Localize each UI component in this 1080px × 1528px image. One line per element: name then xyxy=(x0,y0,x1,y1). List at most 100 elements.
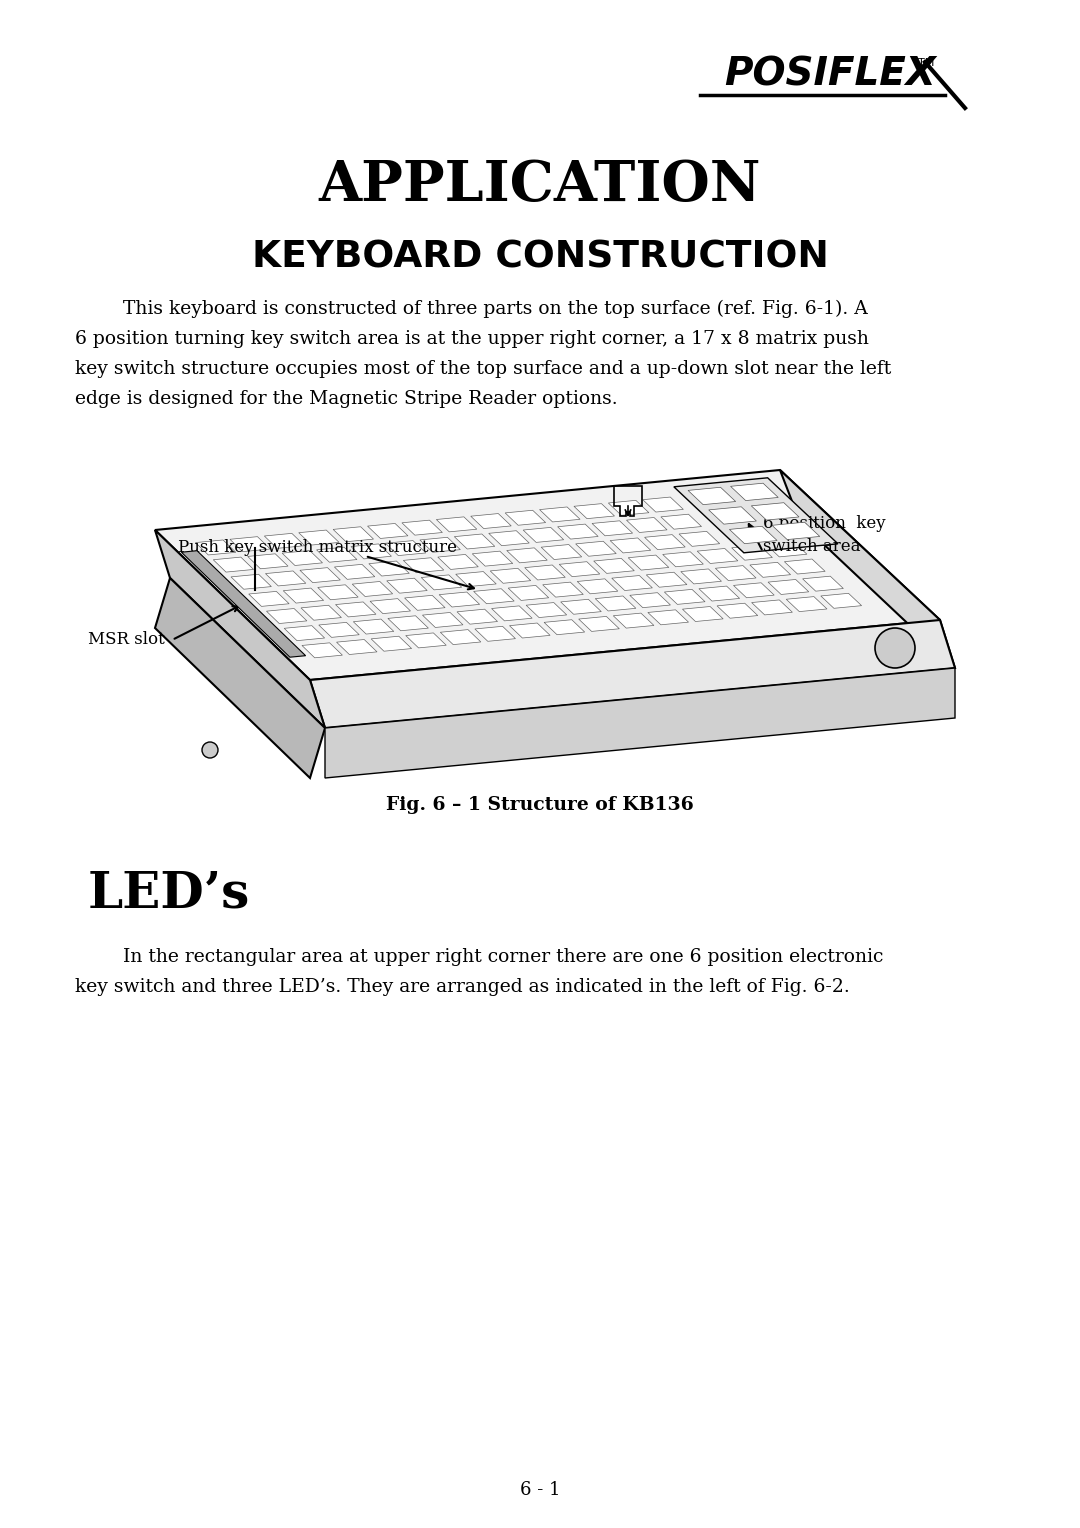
Polygon shape xyxy=(437,555,478,570)
Polygon shape xyxy=(403,558,444,573)
Polygon shape xyxy=(386,541,426,556)
Polygon shape xyxy=(474,588,514,604)
Text: LED’s: LED’s xyxy=(87,869,251,918)
Polygon shape xyxy=(351,544,391,559)
Polygon shape xyxy=(648,610,689,625)
Polygon shape xyxy=(325,668,955,778)
Polygon shape xyxy=(156,530,325,727)
Polygon shape xyxy=(577,579,618,594)
Text: KEYBOARD CONSTRUCTION: KEYBOARD CONSTRUCTION xyxy=(252,240,828,277)
Polygon shape xyxy=(683,607,724,622)
Polygon shape xyxy=(752,503,799,520)
Text: In the rectangular area at upper right corner there are one 6 position electroni: In the rectangular area at upper right c… xyxy=(75,947,883,996)
Polygon shape xyxy=(402,520,443,535)
Polygon shape xyxy=(821,593,862,608)
Polygon shape xyxy=(181,550,306,657)
Text: Fig. 6 – 1 Structure of KB136: Fig. 6 – 1 Structure of KB136 xyxy=(387,796,693,814)
Polygon shape xyxy=(613,613,653,628)
Polygon shape xyxy=(768,579,809,594)
Text: 6 - 1: 6 - 1 xyxy=(519,1481,561,1499)
Polygon shape xyxy=(405,596,445,610)
Polygon shape xyxy=(372,636,411,651)
Polygon shape xyxy=(645,535,685,550)
Polygon shape xyxy=(490,568,530,584)
Polygon shape xyxy=(156,471,940,680)
Polygon shape xyxy=(302,643,342,657)
Polygon shape xyxy=(301,605,341,620)
Polygon shape xyxy=(561,599,602,614)
Polygon shape xyxy=(679,532,719,547)
Polygon shape xyxy=(333,527,374,542)
Polygon shape xyxy=(282,550,323,565)
Polygon shape xyxy=(772,523,820,539)
Text: POSIFLEX: POSIFLEX xyxy=(724,57,936,95)
Polygon shape xyxy=(369,561,409,576)
Text: 6 position  key
switch area: 6 position key switch area xyxy=(762,515,886,555)
Polygon shape xyxy=(475,626,515,642)
Polygon shape xyxy=(299,530,339,545)
Polygon shape xyxy=(283,588,324,604)
Polygon shape xyxy=(421,575,462,590)
Polygon shape xyxy=(472,552,513,567)
Polygon shape xyxy=(663,552,703,567)
Polygon shape xyxy=(544,620,584,634)
Polygon shape xyxy=(406,633,446,648)
Polygon shape xyxy=(247,553,288,568)
Polygon shape xyxy=(643,497,684,512)
Polygon shape xyxy=(353,619,394,634)
Polygon shape xyxy=(752,601,793,614)
Polygon shape xyxy=(733,582,774,597)
Polygon shape xyxy=(708,507,756,524)
Polygon shape xyxy=(489,530,529,545)
Polygon shape xyxy=(626,518,667,532)
Polygon shape xyxy=(750,562,791,578)
Polygon shape xyxy=(646,571,687,587)
Polygon shape xyxy=(266,571,306,585)
Polygon shape xyxy=(471,513,511,529)
Polygon shape xyxy=(592,521,633,536)
Polygon shape xyxy=(370,599,410,614)
Polygon shape xyxy=(766,542,807,556)
Polygon shape xyxy=(688,487,735,504)
Polygon shape xyxy=(319,622,360,637)
Polygon shape xyxy=(352,582,393,596)
Polygon shape xyxy=(674,478,838,553)
Polygon shape xyxy=(576,541,617,556)
Polygon shape xyxy=(698,549,738,564)
Polygon shape xyxy=(525,565,565,581)
Polygon shape xyxy=(300,567,340,582)
Polygon shape xyxy=(661,515,702,529)
Polygon shape xyxy=(717,604,758,619)
Polygon shape xyxy=(715,565,756,581)
Polygon shape xyxy=(284,625,325,640)
Polygon shape xyxy=(594,558,634,573)
Polygon shape xyxy=(573,504,615,518)
Polygon shape xyxy=(335,564,375,579)
Polygon shape xyxy=(579,616,619,631)
Circle shape xyxy=(202,743,218,758)
Polygon shape xyxy=(457,610,498,623)
Text: MSR slot: MSR slot xyxy=(87,631,165,648)
Polygon shape xyxy=(680,568,721,584)
Polygon shape xyxy=(505,510,545,526)
Polygon shape xyxy=(367,524,408,538)
Polygon shape xyxy=(441,630,481,645)
Polygon shape xyxy=(559,562,599,576)
Polygon shape xyxy=(336,602,376,617)
Polygon shape xyxy=(436,516,476,532)
Polygon shape xyxy=(786,596,827,611)
Polygon shape xyxy=(310,620,955,727)
Polygon shape xyxy=(387,578,428,593)
Polygon shape xyxy=(610,538,651,553)
Polygon shape xyxy=(213,558,254,571)
Text: APPLICATION: APPLICATION xyxy=(319,157,761,212)
Polygon shape xyxy=(731,545,772,561)
Text: TM: TM xyxy=(918,58,934,69)
Polygon shape xyxy=(729,526,778,544)
Polygon shape xyxy=(802,576,843,591)
Polygon shape xyxy=(318,585,359,601)
Polygon shape xyxy=(595,596,636,611)
Circle shape xyxy=(875,628,915,668)
Polygon shape xyxy=(230,536,270,552)
Polygon shape xyxy=(507,549,548,562)
